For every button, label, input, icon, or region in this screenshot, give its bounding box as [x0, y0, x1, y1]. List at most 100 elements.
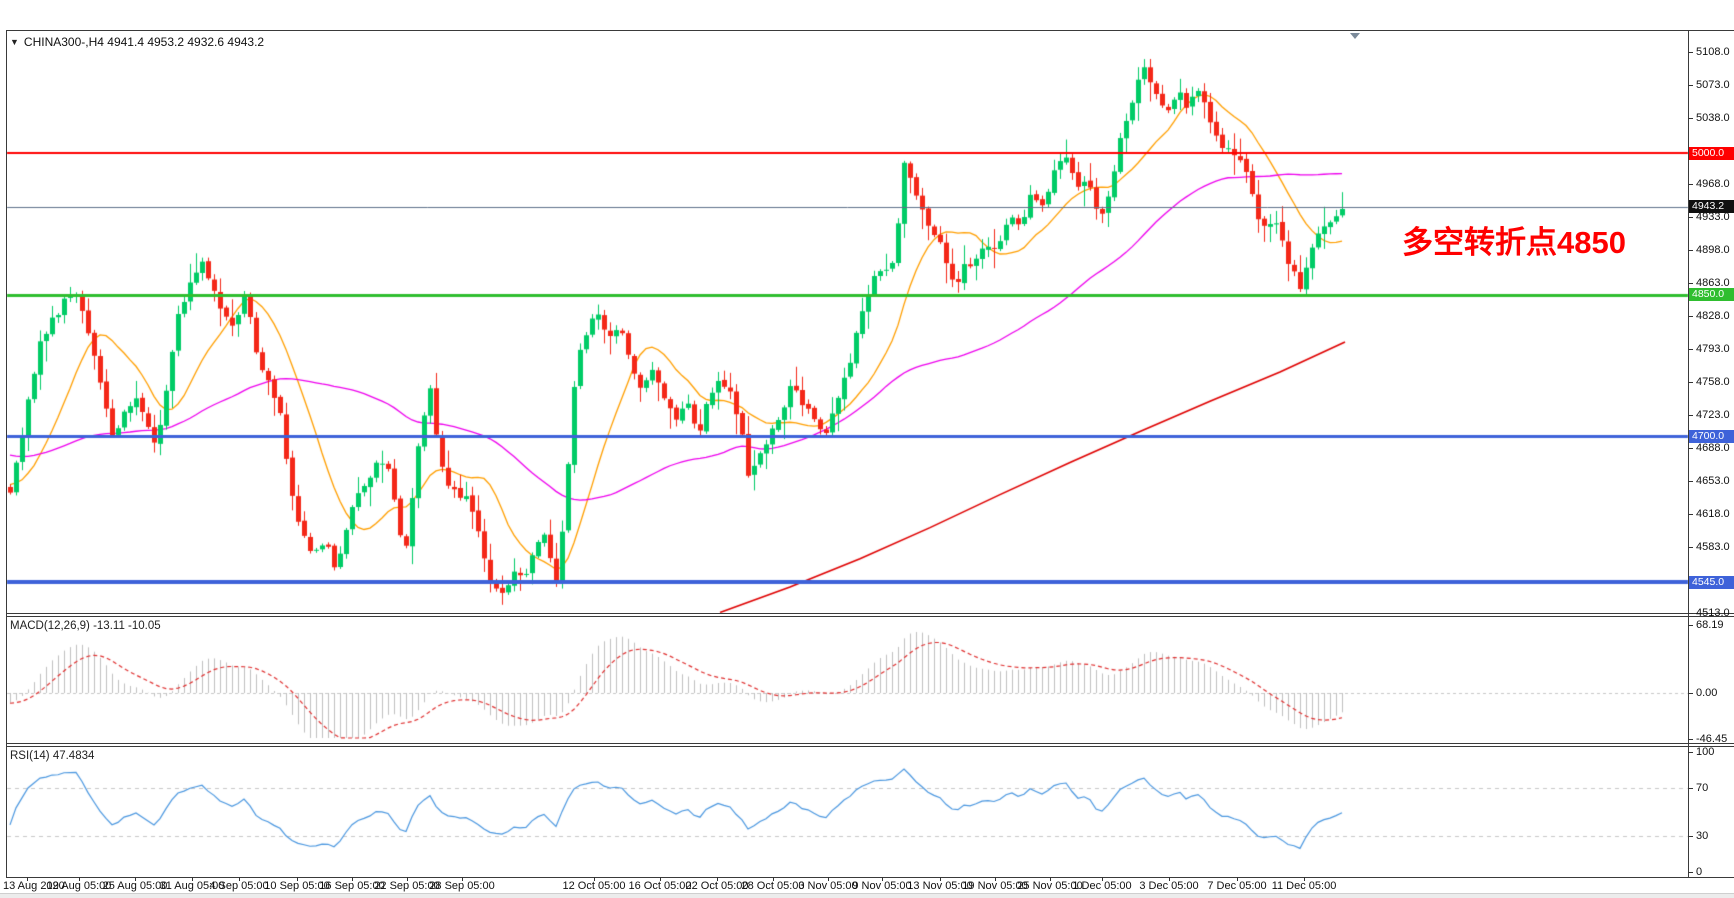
price-tick-mark	[1688, 184, 1693, 185]
indicator-tick-label: -46.45	[1696, 733, 1728, 745]
time-tick-mark	[192, 877, 193, 881]
indicator-tick-label: 30	[1696, 830, 1709, 842]
time-tick-mark	[773, 877, 774, 881]
price-tick-label: 4898.0	[1696, 244, 1730, 256]
indicator-tick-mark	[1688, 739, 1693, 740]
time-tick-mark	[1237, 877, 1238, 881]
price-tag-4545-0: 4545.0	[1689, 576, 1734, 589]
rsi-pane-divider[interactable]	[6, 746, 1734, 747]
time-tick-mark	[239, 877, 240, 881]
price-tick-label: 5108.0	[1696, 46, 1730, 58]
time-tick-mark	[660, 877, 661, 881]
time-axis-label: 3 Nov 05:00	[798, 880, 858, 892]
price-tick-mark	[1688, 547, 1693, 548]
time-tick-mark	[135, 877, 136, 881]
price-tag-4943-2: 4943.2	[1689, 200, 1734, 213]
price-tick-mark	[1688, 349, 1693, 350]
time-axis-label: 28 Sep 05:00	[429, 880, 495, 892]
chart-shift-marker-icon[interactable]	[1350, 33, 1360, 39]
time-tick-mark	[717, 877, 718, 881]
time-axis-label: 22 Sep 05:00	[374, 880, 440, 892]
price-tag-5000-0: 5000.0	[1689, 147, 1734, 160]
time-tick-mark	[79, 877, 80, 881]
time-tick-mark	[1102, 877, 1103, 881]
price-tick-label: 4828.0	[1696, 310, 1730, 322]
chart-annotation-text: 多空转折点4850	[1402, 225, 1626, 260]
price-tick-mark	[1688, 118, 1693, 119]
indicator-tick-mark	[1688, 625, 1693, 626]
price-tick-mark	[1688, 382, 1693, 383]
price-tick-mark	[1688, 85, 1693, 86]
time-axis-label: 19 Aug 05:00	[46, 880, 112, 892]
price-tick-mark	[1688, 448, 1693, 449]
main-pane-bottom-border	[6, 613, 1734, 614]
time-tick-mark	[297, 877, 298, 881]
indicator-tick-label: 68.19	[1696, 619, 1724, 631]
indicator-tick-label: 0	[1696, 866, 1703, 878]
chart-title-text: CHINA300-,H4 4941.4 4953.2 4932.6 4943.2	[23, 35, 265, 49]
price-tick-label: 4653.0	[1696, 475, 1730, 487]
time-tick-mark	[1169, 877, 1170, 881]
ohlc-toggle-icon[interactable]: ▼	[10, 37, 19, 47]
time-tick-mark	[882, 877, 883, 881]
time-axis-label: 7 Dec 05:00	[1207, 880, 1267, 892]
price-tick-label: 5038.0	[1696, 112, 1730, 124]
time-axis-label: 12 Oct 05:00	[562, 880, 626, 892]
price-tick-label: 4933.0	[1696, 211, 1730, 223]
time-tick-mark	[828, 877, 829, 881]
time-axis-label: 3 Dec 05:00	[1139, 880, 1199, 892]
indicator-tick-mark	[1688, 752, 1693, 753]
price-tick-mark	[1688, 250, 1693, 251]
indicator-tick-mark	[1688, 788, 1693, 789]
macd-indicator-label: MACD(12,26,9) -13.11 -10.05	[10, 620, 161, 632]
price-tick-label: 4583.0	[1696, 541, 1730, 553]
time-axis-label: 13 Nov 05:00	[907, 880, 973, 892]
time-axis-label: 25 Nov 05:00	[1017, 880, 1083, 892]
chart-border-left	[6, 30, 7, 878]
price-tick-mark	[1688, 514, 1693, 515]
price-tick-mark	[1688, 316, 1693, 317]
time-axis-label: 22 Oct 05:00	[685, 880, 749, 892]
chart-border-bottom	[6, 877, 1734, 878]
price-tick-mark	[1688, 613, 1693, 614]
time-axis-label: 16 Oct 05:00	[628, 880, 692, 892]
macd-pane-divider[interactable]	[6, 616, 1734, 617]
indicator-tick-mark	[1688, 693, 1693, 694]
time-tick-mark	[27, 877, 28, 881]
time-tick-mark	[352, 877, 353, 881]
price-tick-mark	[1688, 415, 1693, 416]
time-tick-mark	[407, 877, 408, 881]
price-tick-label: 4793.0	[1696, 343, 1730, 355]
price-tag-4850-0: 4850.0	[1689, 288, 1734, 301]
chart-border-top	[6, 30, 1734, 31]
price-tick-mark	[1688, 217, 1693, 218]
time-axis-label: 19 Nov 05:00	[962, 880, 1028, 892]
price-axis-border[interactable]	[1688, 30, 1689, 878]
price-tick-label: 4723.0	[1696, 409, 1730, 421]
rsi-indicator-label: RSI(14) 47.4834	[10, 750, 95, 762]
time-tick-mark	[462, 877, 463, 881]
macd-pane-bottom-border	[6, 743, 1734, 744]
time-axis-label: 11 Dec 05:00	[1271, 880, 1337, 892]
price-tick-label: 5073.0	[1696, 79, 1730, 91]
time-axis-label: 16 Sep 05:00	[319, 880, 385, 892]
price-tick-label: 4863.0	[1696, 277, 1730, 289]
time-axis-label: 31 Aug 05:00	[159, 880, 225, 892]
price-tick-mark	[1688, 283, 1693, 284]
time-axis-label: 25 Aug 05:00	[102, 880, 168, 892]
price-tick-mark	[1688, 481, 1693, 482]
time-axis-label: 28 Oct 05:00	[741, 880, 805, 892]
window-bottom-edge	[0, 893, 1734, 898]
time-axis-label: 9 Nov 05:00	[852, 880, 912, 892]
time-axis-label: 13 Aug 2020	[3, 880, 65, 892]
time-axis-label: 10 Sep 05:00	[264, 880, 330, 892]
time-axis-label: 1 Dec 05:00	[1072, 880, 1132, 892]
time-tick-mark	[940, 877, 941, 881]
time-tick-mark	[995, 877, 996, 881]
price-tick-label: 4618.0	[1696, 508, 1730, 520]
indicator-tick-mark	[1688, 836, 1693, 837]
indicator-tick-mark	[1688, 872, 1693, 873]
indicator-tick-label: 70	[1696, 782, 1709, 794]
indicator-tick-label: 100	[1696, 746, 1715, 758]
